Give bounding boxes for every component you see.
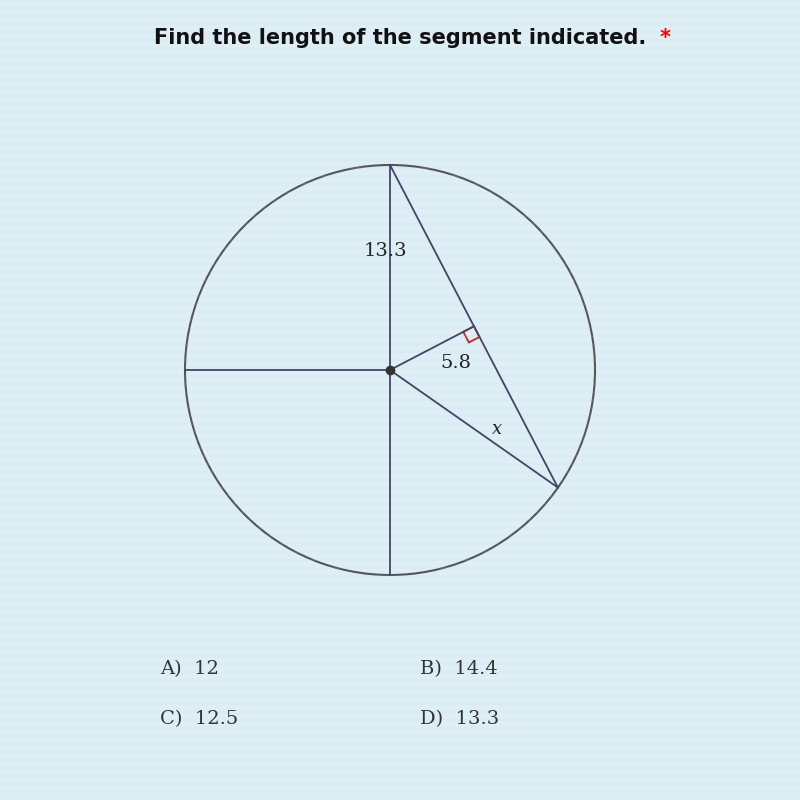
Text: 5.8: 5.8 xyxy=(440,354,471,372)
Text: B)  14.4: B) 14.4 xyxy=(420,660,498,678)
Text: C)  12.5: C) 12.5 xyxy=(160,710,238,728)
Text: 13.3: 13.3 xyxy=(363,242,407,260)
Text: x: x xyxy=(492,420,502,438)
Text: *: * xyxy=(660,28,671,48)
Text: A)  12: A) 12 xyxy=(160,660,219,678)
Text: Find the length of the segment indicated.: Find the length of the segment indicated… xyxy=(154,28,646,48)
Text: D)  13.3: D) 13.3 xyxy=(420,710,499,728)
